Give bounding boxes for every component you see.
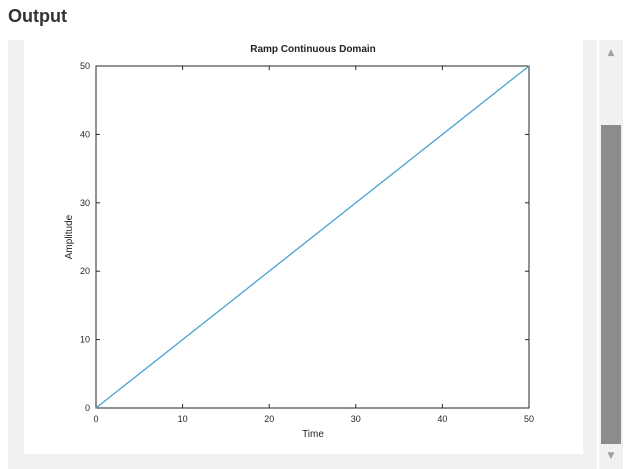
x-axis-label: Time <box>302 429 324 440</box>
x-tick-label: 30 <box>351 414 361 424</box>
y-tick-label: 20 <box>80 266 90 276</box>
y-tick-label: 0 <box>85 403 90 413</box>
x-tick-label: 0 <box>93 414 98 424</box>
x-tick-label: 10 <box>178 414 188 424</box>
triangle-up-icon[interactable]: ▲ <box>607 48 615 58</box>
y-tick-label: 40 <box>80 129 90 139</box>
x-tick-label: 50 <box>524 414 534 424</box>
series-layer <box>95 65 530 409</box>
triangle-down-icon[interactable]: ▼ <box>607 451 615 461</box>
vertical-scrollbar[interactable]: ▲ ▼ <box>599 40 623 469</box>
x-tick-label: 20 <box>264 414 274 424</box>
ramp-series-line <box>95 65 530 409</box>
plot-figure: Ramp Continuous Domain 0 10 20 30 40 50 0 10 20… <box>24 40 583 454</box>
y-tick-label: 30 <box>80 198 90 208</box>
output-heading: Output <box>8 6 67 26</box>
y-tick-labels: 0 10 20 30 40 50 <box>80 61 90 413</box>
ramp-chart: Ramp Continuous Domain 0 10 20 30 40 50 0 10 20… <box>64 44 534 440</box>
x-tick-labels: 0 10 20 30 40 50 <box>93 414 534 424</box>
x-tick-label: 40 <box>437 414 447 424</box>
chart-title: Ramp Continuous Domain <box>250 44 376 55</box>
y-tick-label: 50 <box>80 61 90 71</box>
y-axis-label: Amplitude <box>64 214 75 259</box>
scrollbar-thumb[interactable] <box>601 125 621 444</box>
y-tick-label: 10 <box>80 335 90 345</box>
